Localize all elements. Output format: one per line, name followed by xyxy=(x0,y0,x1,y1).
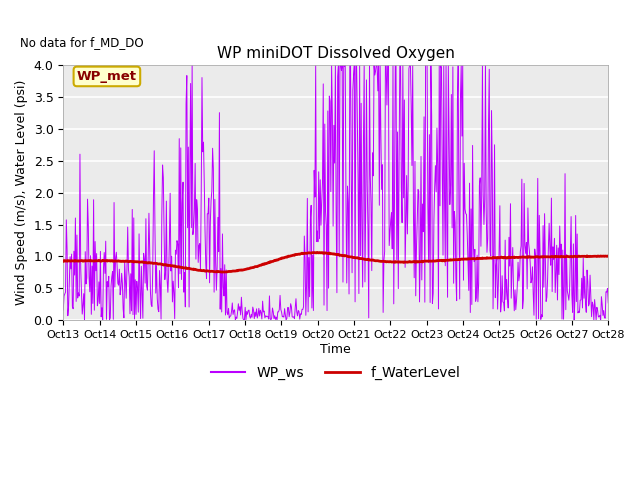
Title: WP miniDOT Dissolved Oxygen: WP miniDOT Dissolved Oxygen xyxy=(217,46,454,60)
Text: No data for f_MD_DO: No data for f_MD_DO xyxy=(20,36,143,49)
Legend: WP_ws, f_WaterLevel: WP_ws, f_WaterLevel xyxy=(205,360,467,385)
Y-axis label: Wind Speed (m/s), Water Level (psi): Wind Speed (m/s), Water Level (psi) xyxy=(15,80,28,305)
X-axis label: Time: Time xyxy=(321,343,351,356)
Text: WP_met: WP_met xyxy=(77,70,137,83)
